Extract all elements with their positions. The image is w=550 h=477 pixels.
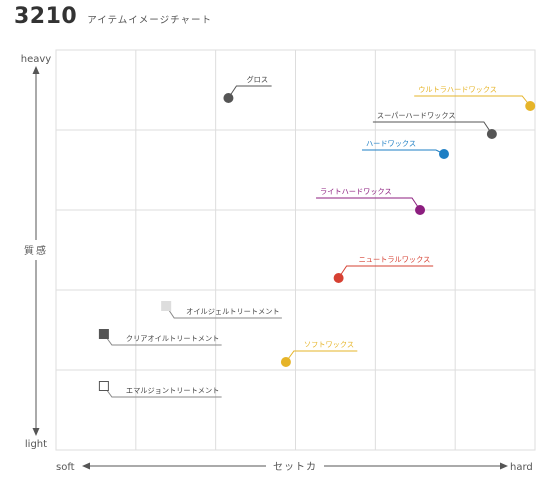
leader-line: [316, 197, 421, 211]
point-label: ハードワックス: [366, 139, 416, 148]
data-point: グロス: [223, 75, 272, 103]
y-axis-top-label: heavy: [21, 54, 52, 65]
data-point: クリアオイルトリートメント: [98, 329, 222, 346]
point-marker: [333, 273, 344, 283]
point-label: ニュートラルワックス: [359, 255, 431, 264]
x-axis-title: セットカ: [273, 461, 317, 473]
chart-axes: heavy light 質感 soft hard セットカ: [21, 54, 533, 474]
point-label: クリアオイルトリートメント: [126, 334, 219, 343]
point-label: ソフトワックス: [304, 340, 354, 349]
point-marker: [438, 149, 449, 159]
x-axis-arrow-left-icon: [82, 462, 90, 470]
point-marker: [280, 357, 291, 367]
chart-grid: [55, 49, 536, 451]
data-point: エマルジョントリートメント: [98, 381, 222, 398]
leader-line: [228, 85, 272, 99]
data-point: ライトハードワックス: [316, 187, 426, 215]
point-marker: [223, 93, 234, 103]
leader-line: [414, 95, 531, 107]
leader-line: [361, 149, 445, 155]
chart-title: アイテムイメージチャート: [87, 15, 212, 26]
point-marker: [415, 205, 426, 215]
point-label: グロス: [246, 75, 268, 84]
chart-points: グロスウルトラハードワックススーパーハードワックスハードワックスライトハードワッ…: [98, 75, 536, 398]
data-point: スーパーハードワックス: [372, 111, 497, 139]
data-point: ハードワックス: [361, 139, 449, 159]
point-marker: [161, 301, 172, 311]
point-marker: [486, 129, 497, 139]
point-label: スーパーハードワックス: [377, 111, 456, 120]
y-axis-arrow-up-icon: [32, 66, 40, 74]
x-axis-right-label: hard: [510, 462, 533, 473]
x-axis-arrow-right-icon: [500, 462, 508, 470]
chart-header: 3210 アイテムイメージチャート: [14, 4, 212, 34]
point-marker: [525, 101, 536, 111]
data-point: ウルトラハードワックス: [414, 85, 536, 111]
point-marker: [98, 329, 109, 339]
point-label: エマルジョントリートメント: [126, 386, 219, 395]
data-point: ニュートラルワックス: [333, 255, 434, 283]
y-axis-arrow-down-icon: [32, 428, 40, 436]
point-label: オイルジェルトリートメント: [186, 307, 279, 316]
y-axis-title: 質感: [24, 244, 48, 257]
item-number: 3210: [14, 4, 78, 29]
y-axis-bottom-label: light: [25, 439, 47, 450]
leader-line: [338, 265, 434, 279]
point-marker: [98, 381, 109, 391]
leader-line: [372, 121, 493, 135]
x-axis-left-label: soft: [56, 462, 75, 473]
point-label: ウルトラハードワックス: [418, 85, 497, 94]
data-point: ソフトワックス: [280, 340, 358, 367]
leader-line: [285, 350, 358, 363]
data-point: オイルジェルトリートメント: [161, 301, 282, 319]
point-label: ライトハードワックス: [320, 187, 392, 196]
